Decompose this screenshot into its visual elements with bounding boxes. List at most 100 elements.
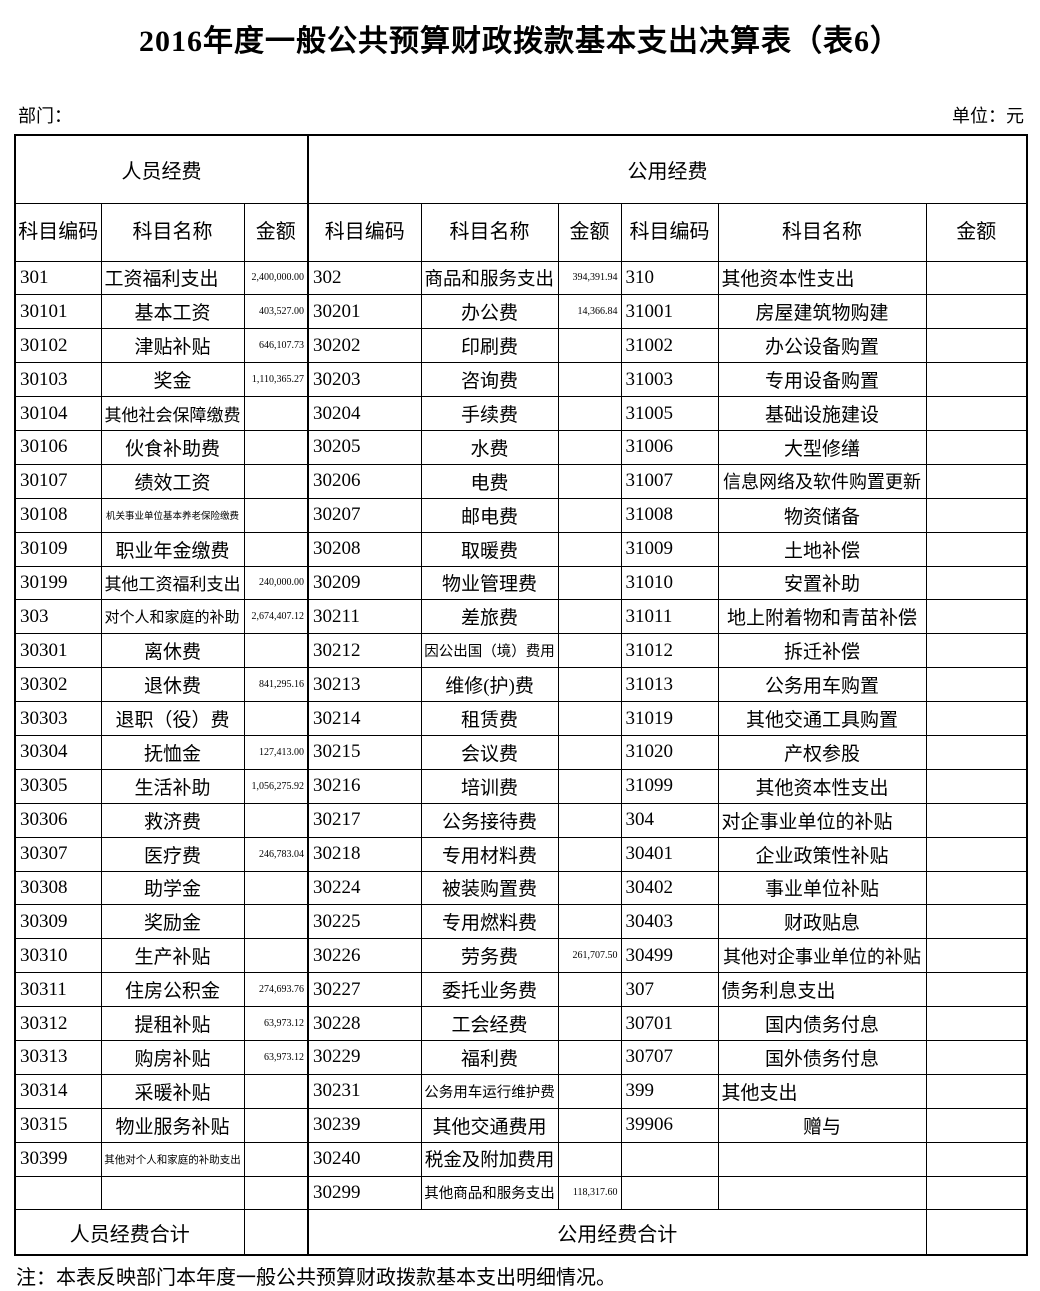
table-row: 30102 津贴补贴 646,107.73 30202 印刷费 31002 办公设备购置 — [14, 328, 1028, 364]
code-cell: 30313 — [14, 1039, 102, 1075]
code-cell: 307 — [620, 972, 719, 1008]
code-cell: 30303 — [14, 701, 102, 736]
code-cell: 39906 — [620, 1107, 719, 1143]
code-cell: 31003 — [620, 362, 719, 398]
name-cell: 办公设备购置 — [717, 328, 927, 364]
name-cell: 生产补贴 — [100, 938, 245, 974]
public-total-amount — [925, 1209, 1028, 1256]
amount-cell: 127,413.00 — [243, 734, 309, 770]
name-cell — [100, 1175, 245, 1211]
code-cell: 301 — [14, 260, 102, 296]
table-row: 30304 抚恤金 127,413.00 30215 会议费 31020 产权参股 — [14, 734, 1028, 770]
code-cell: 30701 — [620, 1006, 719, 1041]
table-row: 301 工资福利支出 2,400,000.00 302 商品和服务支出 394,391.9… — [14, 260, 1028, 296]
meta-row: 部门： 单位：元 — [18, 102, 1024, 128]
name-cell: 赠与 — [717, 1107, 927, 1143]
table-row: 30199 其他工资福利支出 240,000.00 30209 物业管理费 31010 安置… — [14, 565, 1028, 601]
code-cell: 30209 — [307, 565, 422, 601]
amount-cell — [243, 938, 309, 974]
name-cell: 其他工资福利支出 — [100, 565, 245, 601]
amount-cell — [243, 531, 309, 567]
name-cell: 基本工资 — [100, 294, 245, 330]
code-cell: 30224 — [307, 870, 422, 906]
column-header-amount: 金额 — [557, 202, 622, 262]
code-cell: 30208 — [307, 531, 422, 567]
amount-cell — [243, 802, 309, 838]
name-cell: 奖励金 — [100, 904, 245, 940]
code-cell: 31009 — [620, 531, 719, 567]
code-cell: 30201 — [307, 294, 422, 330]
name-cell: 退休费 — [100, 667, 245, 703]
code-cell: 30109 — [14, 531, 102, 567]
code-cell: 30204 — [307, 396, 422, 431]
amount-cell — [925, 734, 1028, 770]
name-cell: 租赁费 — [420, 701, 559, 736]
amount-cell: 2,674,407.12 — [243, 599, 309, 635]
table-row: 30103 奖金 1,110,365.27 30203 咨询费 31003 专用设备购置 — [14, 362, 1028, 398]
amount-cell — [243, 1107, 309, 1143]
amount-cell — [925, 1073, 1028, 1109]
code-cell: 302 — [307, 260, 422, 296]
code-cell: 30103 — [14, 362, 102, 398]
code-cell: 31002 — [620, 328, 719, 364]
table-row: 30314 采暖补贴 30231 公务用车运行维护费 399 其他支出 — [14, 1073, 1028, 1109]
code-cell: 30216 — [307, 768, 422, 804]
name-cell: 债务利息支出 — [717, 972, 927, 1008]
code-cell: 31001 — [620, 294, 719, 330]
amount-cell — [243, 463, 309, 499]
code-cell: 30202 — [307, 328, 422, 364]
code-cell: 30315 — [14, 1107, 102, 1143]
code-cell: 30310 — [14, 938, 102, 974]
code-cell — [620, 1175, 719, 1211]
name-cell — [717, 1175, 927, 1211]
name-cell: 救济费 — [100, 802, 245, 838]
name-cell: 其他资本性支出 — [717, 768, 927, 804]
name-cell: 公务接待费 — [420, 802, 559, 838]
code-cell: 31019 — [620, 701, 719, 736]
amount-cell — [243, 497, 309, 533]
code-cell: 304 — [620, 802, 719, 838]
amount-cell: 274,693.76 — [243, 972, 309, 1008]
amount-cell — [925, 565, 1028, 601]
name-cell: 对企事业单位的补贴 — [717, 802, 927, 838]
amount-cell — [557, 904, 622, 940]
code-cell: 30312 — [14, 1006, 102, 1041]
code-cell: 31012 — [620, 633, 719, 669]
code-cell: 30212 — [307, 633, 422, 669]
code-cell: 30215 — [307, 734, 422, 770]
amount-cell — [925, 802, 1028, 838]
name-cell: 会议费 — [420, 734, 559, 770]
amount-cell: 2,400,000.00 — [243, 260, 309, 296]
name-cell: 工会经费 — [420, 1006, 559, 1041]
amount-cell: 118,317.60 — [557, 1175, 622, 1211]
table-row: 30305 生活补助 1,056,275.92 30216 培训费 31099 其他资本性支… — [14, 768, 1028, 804]
name-cell: 住房公积金 — [100, 972, 245, 1008]
amount-cell — [925, 1141, 1028, 1177]
amount-cell — [557, 429, 622, 465]
column-header-name: 科目名称 — [420, 202, 559, 262]
code-cell: 30107 — [14, 463, 102, 499]
code-cell: 30104 — [14, 396, 102, 431]
name-cell: 专用设备购置 — [717, 362, 927, 398]
code-cell: 31006 — [620, 429, 719, 465]
amount-cell — [925, 429, 1028, 465]
column-header-name: 科目名称 — [717, 202, 927, 262]
code-cell: 30199 — [14, 565, 102, 601]
name-cell: 税金及附加费用 — [420, 1141, 559, 1177]
code-cell: 30227 — [307, 972, 422, 1008]
name-cell: 生活补助 — [100, 768, 245, 804]
name-cell: 地上附着物和青苗补偿 — [717, 599, 927, 635]
name-cell: 机关事业单位基本养老保险缴费 — [100, 497, 245, 533]
code-cell: 399 — [620, 1073, 719, 1109]
name-cell: 其他资本性支出 — [717, 260, 927, 296]
name-cell: 邮电费 — [420, 497, 559, 533]
code-cell: 30314 — [14, 1073, 102, 1109]
table-row: 30306 救济费 30217 公务接待费 304 对企事业单位的补贴 — [14, 802, 1028, 838]
code-cell: 30206 — [307, 463, 422, 499]
table-row: 30311 住房公积金 274,693.76 30227 委托业务费 307 债务利息支出 — [14, 972, 1028, 1008]
amount-cell: 261,707.50 — [557, 938, 622, 974]
amount-cell — [925, 870, 1028, 906]
code-cell: 30217 — [307, 802, 422, 838]
name-cell: 物业管理费 — [420, 565, 559, 601]
code-cell: 31099 — [620, 768, 719, 804]
